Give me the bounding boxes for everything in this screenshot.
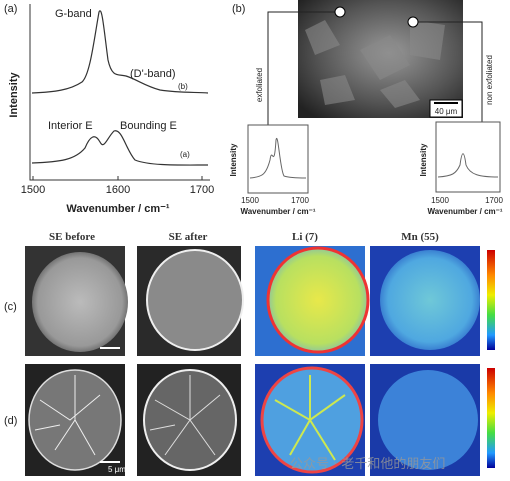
colorbar xyxy=(487,250,495,350)
x-tick: 1700 xyxy=(190,184,214,196)
annotation: (a) xyxy=(180,150,190,159)
x-tick: 1700 xyxy=(291,196,309,205)
particle xyxy=(380,250,480,350)
colorbar xyxy=(487,368,495,468)
column-header: SE before xyxy=(49,231,95,243)
map-row-d xyxy=(25,364,495,476)
x-label: Wavenumber / cm⁻¹ xyxy=(240,207,315,216)
x-label: Wavenumber / cm⁻¹ xyxy=(427,207,502,216)
spectrum xyxy=(31,130,209,166)
callout: non exfoliated xyxy=(485,55,494,105)
annotation: Bounding E xyxy=(120,120,177,132)
callout: exfoliated xyxy=(255,68,264,102)
row-label: (d) xyxy=(4,415,17,427)
scale-label: 5 μm xyxy=(108,465,126,474)
particle xyxy=(146,249,244,351)
x-tick: 1500 xyxy=(431,196,449,205)
y-label: Intensity xyxy=(229,143,238,176)
column-header: Li (7) xyxy=(292,231,318,243)
cracks xyxy=(274,375,346,461)
axes xyxy=(29,4,210,181)
panel-label: (a) xyxy=(4,3,17,15)
sem-texture xyxy=(305,20,445,108)
marker xyxy=(407,16,419,28)
inset-spectrum xyxy=(249,137,307,179)
column-header: Mn (55) xyxy=(401,231,439,243)
x-tick: 1500 xyxy=(241,196,259,205)
x-tick: 1700 xyxy=(485,196,503,205)
spectrum xyxy=(31,10,209,94)
y-label: Intensity xyxy=(8,72,20,118)
particle xyxy=(260,366,364,474)
inset-spectrum xyxy=(437,153,499,178)
ticks xyxy=(32,176,203,180)
particle xyxy=(378,370,478,470)
marker xyxy=(334,6,346,18)
column-header: SE after xyxy=(169,231,208,243)
x-label: Wavenumber / cm⁻¹ xyxy=(66,203,170,215)
annotation: (D'-band) xyxy=(130,68,176,80)
scale-box xyxy=(429,99,463,118)
cracks xyxy=(149,375,221,456)
panel-label: (b) xyxy=(232,3,245,15)
x-tick: 1600 xyxy=(106,184,130,196)
inset-frame xyxy=(247,124,309,194)
annotation: G-band xyxy=(55,8,92,20)
callout-lines xyxy=(267,11,483,125)
inset-frame xyxy=(435,121,501,193)
particle xyxy=(32,252,128,352)
watermark: 公众号 · 老千和他的朋友们 xyxy=(290,456,445,472)
scale-label: 40 μm xyxy=(435,107,458,116)
cracks xyxy=(34,375,101,456)
annotation: (b) xyxy=(178,82,188,91)
row-label: (c) xyxy=(4,301,17,313)
map-row-c xyxy=(25,246,495,356)
x-tick: 1500 xyxy=(21,184,45,196)
annotation: Interior E xyxy=(48,120,93,132)
y-label: Intensity xyxy=(419,143,428,176)
particle xyxy=(266,246,370,354)
